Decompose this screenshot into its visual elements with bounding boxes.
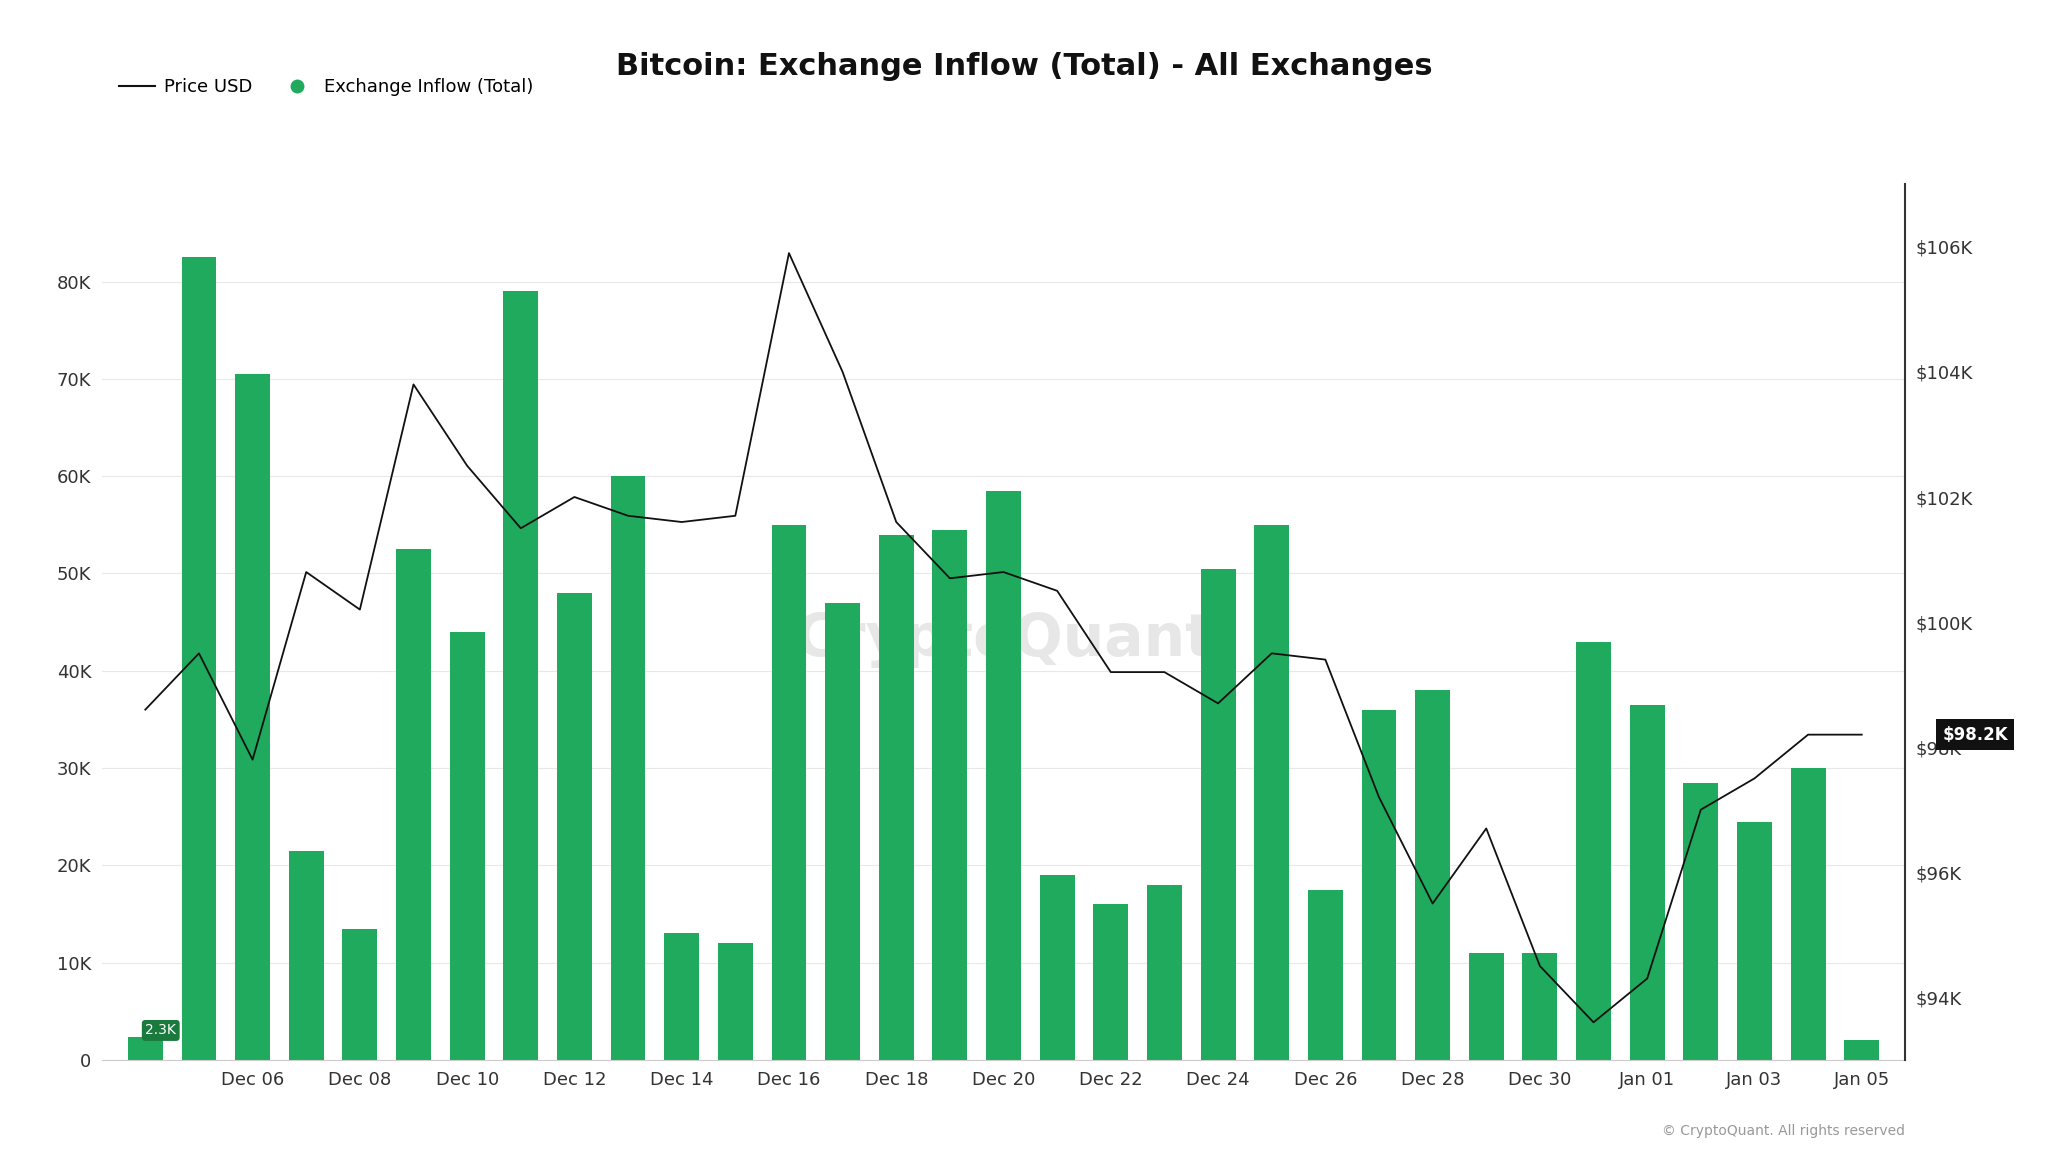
Bar — [1415, 690, 1450, 1060]
Bar — [451, 631, 485, 1060]
Bar — [1040, 876, 1075, 1060]
Bar — [342, 929, 377, 1060]
Bar — [395, 550, 430, 1060]
Text: $98.2K: $98.2K — [1942, 726, 2007, 744]
Bar — [1468, 953, 1503, 1060]
Bar — [557, 593, 592, 1060]
Bar — [182, 257, 217, 1060]
Bar — [289, 850, 324, 1060]
Bar — [1309, 889, 1343, 1060]
Bar — [1147, 885, 1182, 1060]
Bar — [1200, 569, 1235, 1060]
Legend: Price USD, Exchange Inflow (Total): Price USD, Exchange Inflow (Total) — [111, 70, 541, 104]
Bar — [1253, 525, 1288, 1060]
Bar — [236, 374, 270, 1060]
Bar — [879, 535, 913, 1060]
Bar — [1577, 642, 1612, 1060]
Bar — [1522, 953, 1556, 1060]
Bar — [610, 476, 645, 1060]
Bar — [985, 491, 1022, 1060]
Bar — [1094, 904, 1128, 1060]
Bar — [1737, 821, 1772, 1060]
Bar — [932, 530, 967, 1060]
Text: © CryptoQuant. All rights reserved: © CryptoQuant. All rights reserved — [1661, 1123, 1905, 1138]
Bar — [719, 943, 754, 1060]
Bar — [664, 933, 698, 1060]
Bar — [772, 525, 807, 1060]
Text: CryptoQuant: CryptoQuant — [795, 611, 1212, 668]
Bar — [1845, 1040, 1880, 1060]
Bar — [825, 602, 860, 1060]
Bar — [1362, 710, 1397, 1060]
Text: 2.3K: 2.3K — [145, 1023, 176, 1038]
Text: Bitcoin: Exchange Inflow (Total) - All Exchanges: Bitcoin: Exchange Inflow (Total) - All E… — [616, 52, 1432, 81]
Bar — [504, 291, 539, 1060]
Bar — [1683, 782, 1718, 1060]
Bar — [1630, 705, 1665, 1060]
Bar — [1790, 768, 1825, 1060]
Bar — [127, 1038, 162, 1060]
